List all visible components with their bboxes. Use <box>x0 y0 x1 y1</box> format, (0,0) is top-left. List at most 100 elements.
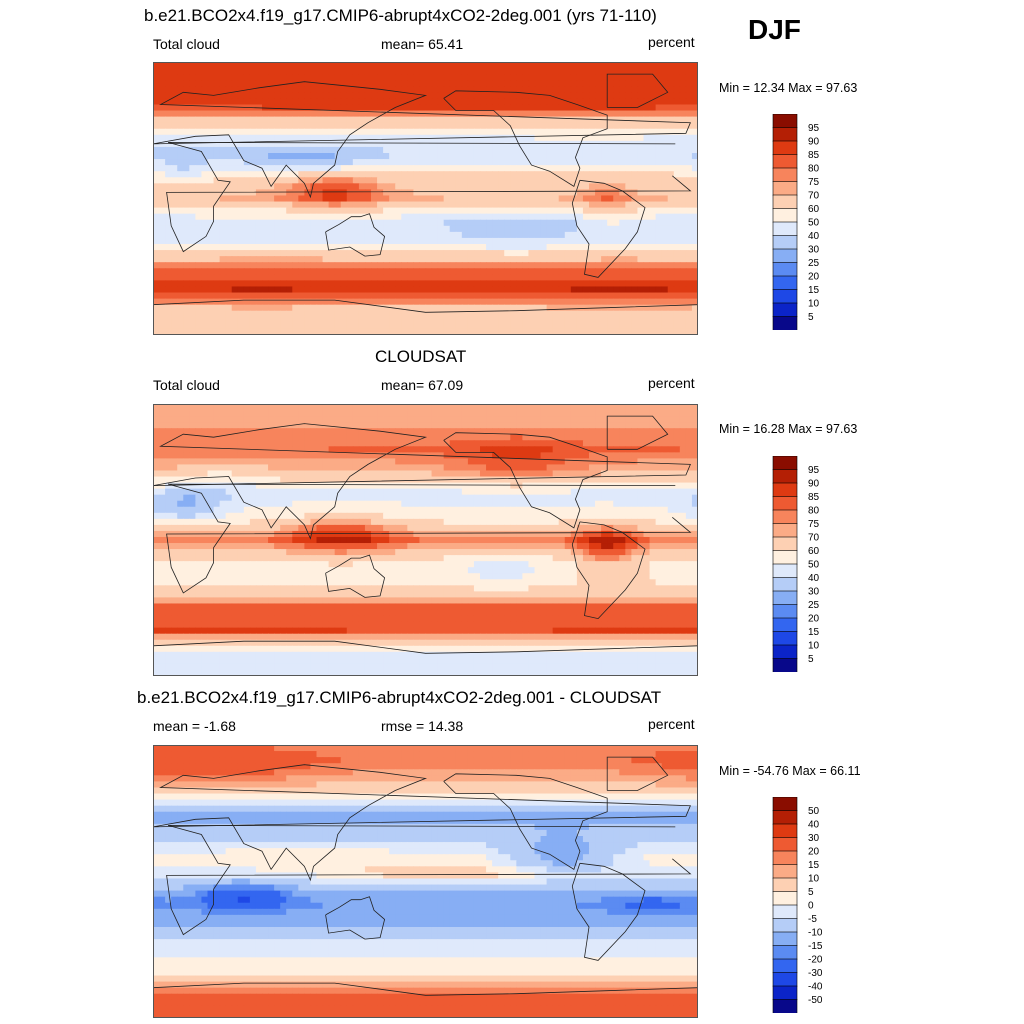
contour-cell <box>576 98 584 106</box>
contour-cell <box>655 92 663 99</box>
contour-cell <box>486 207 493 215</box>
contour-cell <box>649 256 657 263</box>
contour-cell <box>631 416 639 423</box>
contour-cell <box>377 256 384 263</box>
contour-cell <box>613 274 620 281</box>
contour-cell <box>522 116 530 124</box>
contour-cell <box>655 428 663 435</box>
contour-cell <box>401 219 408 227</box>
contour-cell <box>492 80 499 87</box>
contour-cell <box>401 177 408 184</box>
contour-cell <box>352 268 360 275</box>
contour-cell <box>522 92 530 99</box>
contour-cell <box>673 244 681 251</box>
contour-cell <box>558 171 566 178</box>
contour-cell <box>371 116 378 124</box>
contour-cell <box>637 146 645 154</box>
contour-cell <box>449 416 457 423</box>
contour-cell <box>316 171 324 178</box>
contour-cell <box>558 134 566 142</box>
contour-cell <box>607 74 614 81</box>
contour-cell <box>201 410 209 417</box>
contour-cell <box>292 159 299 166</box>
contour-cell <box>564 322 572 330</box>
contour-cell <box>280 458 287 466</box>
contour-cell <box>159 80 166 87</box>
contour-cell <box>595 428 602 435</box>
contour-cell <box>589 416 596 423</box>
contour-cell <box>589 171 596 178</box>
contour-cell <box>243 310 251 318</box>
contour-cell <box>292 458 299 466</box>
contour-cell <box>504 225 511 233</box>
contour-cell <box>352 80 360 87</box>
contour-cell <box>613 410 620 417</box>
contour-cell <box>328 410 336 417</box>
colorbar-swatch <box>772 262 798 277</box>
contour-cell <box>631 110 639 118</box>
contour-cell <box>437 446 445 453</box>
contour-cell <box>419 298 427 306</box>
contour-cell <box>601 134 608 142</box>
contour-cell <box>570 304 578 312</box>
contour-cell <box>159 134 166 142</box>
contour-cell <box>389 244 396 251</box>
contour-cell <box>364 213 372 221</box>
contour-cell <box>498 171 505 178</box>
contour-cell <box>183 171 190 178</box>
contour-cell <box>413 458 421 466</box>
contour-cell <box>673 86 681 93</box>
contour-cell <box>582 274 590 281</box>
contour-cell <box>534 219 542 227</box>
contour-cell <box>237 237 245 245</box>
contour-cell <box>389 256 396 263</box>
contour-cell <box>334 322 342 330</box>
contour-cell <box>552 250 560 257</box>
contour-cell <box>570 328 578 335</box>
contour-cell <box>637 140 645 148</box>
contour-cell <box>467 116 475 124</box>
contour-cell <box>286 322 293 330</box>
contour-cell <box>473 195 481 203</box>
contour-cell <box>407 410 414 417</box>
contour-cell <box>534 416 542 423</box>
contour-cell <box>595 68 602 75</box>
contour-cell <box>165 225 172 233</box>
contour-cell <box>268 110 275 118</box>
contour-cell <box>449 231 457 239</box>
contour-cell <box>413 452 421 459</box>
contour-cell <box>201 416 209 423</box>
contour-cell <box>437 146 445 154</box>
contour-cell <box>383 310 390 318</box>
contour-cell <box>358 422 366 429</box>
contour-cell <box>667 86 675 93</box>
contour-cell <box>364 256 372 263</box>
contour-cell <box>183 304 190 312</box>
contour-cell <box>401 304 408 312</box>
contour-cell <box>437 322 445 330</box>
contour-cell <box>207 280 215 288</box>
contour-cell <box>655 262 663 269</box>
contour-cell <box>582 452 590 459</box>
contour-cell <box>358 274 366 281</box>
contour-cell <box>467 62 475 69</box>
contour-cell <box>177 244 184 251</box>
contour-cell <box>558 183 566 190</box>
contour-cell <box>201 286 209 294</box>
contour-cell <box>207 177 215 184</box>
contour-cell <box>407 458 414 466</box>
contour-cell <box>589 68 596 75</box>
contour-cell <box>195 458 203 466</box>
contour-cell <box>625 322 632 330</box>
contour-cell <box>510 446 517 453</box>
contour-cell <box>455 446 463 453</box>
contour-cell <box>334 213 342 221</box>
contour-cell <box>480 74 487 81</box>
contour-cell <box>328 268 336 275</box>
contour-cell <box>480 292 487 300</box>
contour-cell <box>231 201 239 209</box>
contour-cell <box>322 86 330 93</box>
contour-cell <box>389 446 396 453</box>
contour-cell <box>177 440 184 447</box>
contour-cell <box>613 110 620 118</box>
